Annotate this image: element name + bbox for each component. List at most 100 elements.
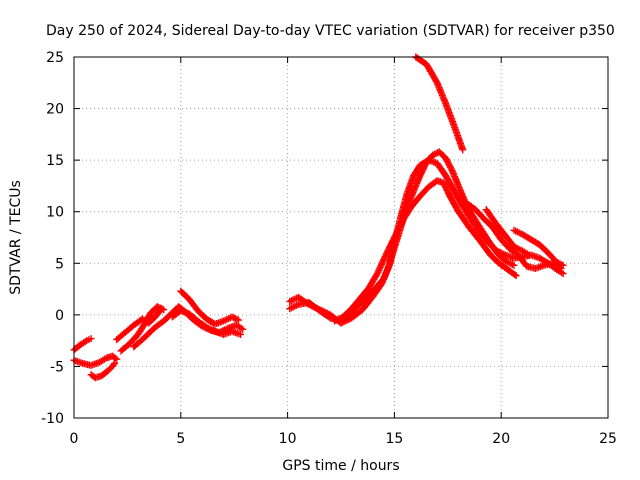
data-point (320, 308, 328, 316)
data-point (308, 302, 316, 310)
series-track-11 (331, 177, 520, 325)
data-point (523, 250, 531, 258)
y-tick-label: 15 (46, 153, 64, 169)
data-point (378, 259, 386, 267)
data-point (237, 330, 245, 338)
data-point (510, 261, 518, 269)
data-point (340, 318, 348, 326)
series-track-14 (482, 206, 533, 259)
x-axis-label: GPS time / hours (282, 458, 399, 474)
series-track-7 (168, 307, 245, 338)
series-track-13 (463, 199, 565, 272)
series-track-15 (510, 226, 567, 269)
series-track-2 (70, 352, 121, 369)
y-axis-label: SDTVAR / TECUs (8, 180, 24, 295)
series-track-1 (70, 335, 95, 354)
data-point (374, 268, 382, 276)
data-point (429, 151, 437, 159)
data-point (110, 361, 118, 369)
data-point (100, 355, 108, 363)
data-point (554, 259, 562, 267)
y-tick-label: -5 (50, 359, 64, 375)
data-point (233, 315, 241, 323)
data-point (317, 306, 325, 314)
data-point (237, 324, 245, 332)
data-point (319, 307, 327, 315)
data-point (314, 305, 322, 313)
data-point (158, 305, 166, 313)
data-point (234, 316, 242, 324)
data-point (442, 156, 450, 164)
data-point (306, 301, 314, 309)
y-tick-label: -10 (41, 411, 64, 427)
data-point (559, 270, 567, 278)
data-point (373, 270, 381, 278)
series-track-12 (412, 53, 467, 154)
data-point (342, 317, 350, 325)
data-point (239, 325, 247, 333)
data-point (512, 272, 520, 280)
x-tick-label: 0 (70, 431, 79, 447)
data-point (313, 304, 321, 312)
data-point (380, 254, 388, 262)
data-series (70, 53, 567, 382)
axis-ticks: 0 5 10 15 20 25 -10 -5 0 5 10 15 20 25 (41, 50, 617, 447)
data-point (111, 359, 119, 367)
series-track-3 (87, 359, 119, 382)
plot-frame (73, 56, 609, 419)
data-point (443, 157, 451, 165)
data-point (511, 271, 519, 279)
data-point (380, 256, 388, 264)
data-point (311, 303, 319, 311)
data-point (375, 267, 383, 275)
data-point (157, 306, 165, 314)
data-point (446, 162, 454, 170)
data-point (377, 262, 385, 270)
x-tick-label: 10 (279, 431, 297, 447)
x-tick-label: 20 (492, 431, 510, 447)
chart-title: Day 250 of 2024, Sidereal Day-to-day VTE… (46, 23, 615, 39)
y-tick-label: 10 (46, 205, 64, 221)
data-point (81, 338, 89, 346)
series-track-5 (113, 305, 166, 344)
y-tick-label: 25 (46, 50, 64, 66)
data-point (305, 301, 313, 309)
data-point (231, 314, 239, 322)
data-point (444, 159, 452, 167)
x-tick-label: 5 (176, 431, 185, 447)
grid (74, 57, 608, 418)
data-point (525, 251, 533, 259)
data-point (553, 258, 561, 266)
data-point (430, 150, 438, 158)
data-point (228, 313, 236, 321)
y-tick-label: 0 (55, 308, 64, 324)
data-point (111, 354, 119, 362)
data-point (442, 154, 450, 162)
data-point (459, 146, 467, 154)
data-point (87, 335, 95, 343)
data-point (323, 309, 331, 317)
data-point (376, 263, 384, 271)
data-point (322, 309, 330, 317)
data-point (316, 306, 324, 314)
data-point (113, 355, 121, 363)
data-point (378, 260, 386, 268)
data-point (345, 315, 353, 323)
data-point (153, 303, 161, 311)
y-tick-label: 20 (46, 102, 64, 118)
data-point (379, 257, 387, 265)
data-point (556, 260, 564, 268)
x-tick-label: 25 (599, 431, 617, 447)
series-track-9 (286, 156, 567, 325)
data-point (559, 261, 567, 269)
data-point (445, 160, 453, 168)
y-tick-label: 5 (55, 256, 64, 272)
data-point (230, 314, 238, 322)
data-point (375, 265, 383, 273)
data-point (343, 316, 351, 324)
data-point (446, 163, 454, 171)
x-tick-label: 15 (385, 431, 403, 447)
data-point (558, 261, 566, 269)
data-point (310, 303, 318, 311)
